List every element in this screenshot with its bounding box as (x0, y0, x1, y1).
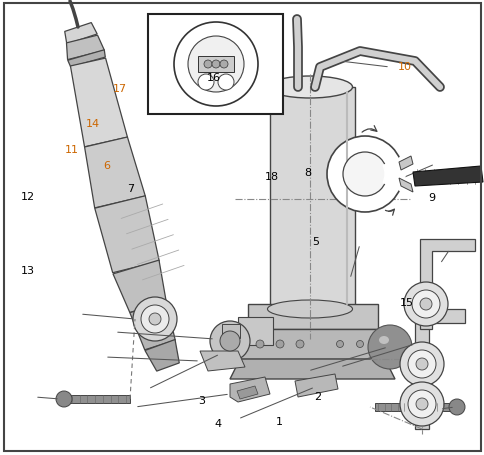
Ellipse shape (267, 300, 352, 318)
Polygon shape (64, 24, 97, 45)
Bar (222, 324, 240, 338)
Bar (374, 403, 454, 411)
Text: 17: 17 (113, 84, 127, 94)
Text: 5: 5 (311, 236, 318, 246)
Text: 9: 9 (427, 193, 434, 203)
Text: 12: 12 (21, 192, 35, 202)
Text: 11: 11 (65, 144, 78, 154)
Polygon shape (130, 302, 175, 350)
Circle shape (367, 325, 411, 369)
Ellipse shape (378, 336, 388, 344)
Bar (68, 395, 130, 403)
Polygon shape (113, 261, 166, 313)
Bar (247, 304, 377, 329)
Bar (414, 309, 464, 324)
Text: 1: 1 (275, 416, 282, 426)
Text: 13: 13 (21, 266, 35, 276)
Bar (148, 15, 283, 115)
Text: 15: 15 (399, 298, 412, 308)
Circle shape (411, 290, 439, 318)
Polygon shape (294, 374, 337, 397)
Text: 7: 7 (127, 184, 134, 194)
Bar (238, 317, 272, 345)
Polygon shape (68, 51, 105, 68)
Polygon shape (229, 377, 270, 402)
Circle shape (174, 23, 257, 107)
Circle shape (336, 341, 343, 348)
Circle shape (356, 341, 363, 348)
Circle shape (407, 350, 435, 378)
Polygon shape (94, 197, 159, 273)
Circle shape (295, 340, 303, 348)
Circle shape (415, 358, 427, 370)
Ellipse shape (267, 77, 352, 99)
Circle shape (212, 61, 220, 69)
Circle shape (133, 298, 177, 341)
Polygon shape (237, 386, 257, 399)
Circle shape (220, 331, 240, 351)
Circle shape (217, 75, 233, 91)
Circle shape (415, 398, 427, 410)
Circle shape (56, 391, 72, 407)
Text: 8: 8 (304, 168, 311, 178)
Bar (414, 309, 428, 429)
Bar (197, 57, 233, 73)
Bar (238, 329, 389, 359)
Circle shape (419, 298, 431, 310)
Circle shape (141, 305, 168, 333)
Circle shape (204, 61, 212, 69)
Circle shape (210, 321, 249, 361)
Circle shape (256, 340, 263, 348)
Bar (270, 88, 354, 309)
Circle shape (197, 75, 213, 91)
Circle shape (399, 342, 443, 386)
Circle shape (149, 313, 161, 325)
Polygon shape (199, 351, 244, 371)
Circle shape (326, 136, 402, 212)
Text: 10: 10 (397, 62, 411, 72)
Circle shape (188, 37, 243, 93)
Circle shape (407, 390, 435, 418)
Polygon shape (145, 340, 179, 371)
Polygon shape (398, 179, 412, 192)
Text: 4: 4 (214, 418, 221, 428)
Polygon shape (66, 36, 104, 61)
Text: 2: 2 (314, 391, 320, 401)
Text: 3: 3 (197, 395, 204, 405)
Circle shape (403, 283, 447, 326)
Text: 14: 14 (86, 119, 100, 129)
Circle shape (448, 399, 464, 415)
Polygon shape (419, 239, 474, 329)
Polygon shape (84, 138, 145, 208)
Wedge shape (382, 158, 404, 192)
Polygon shape (412, 167, 482, 187)
Polygon shape (70, 59, 127, 147)
Text: 6: 6 (103, 161, 110, 171)
Circle shape (220, 61, 227, 69)
Circle shape (275, 340, 284, 348)
Circle shape (399, 382, 443, 426)
Text: 16: 16 (206, 73, 220, 83)
Polygon shape (398, 157, 412, 171)
Circle shape (342, 153, 386, 197)
Text: 18: 18 (264, 172, 278, 182)
Polygon shape (229, 359, 394, 379)
